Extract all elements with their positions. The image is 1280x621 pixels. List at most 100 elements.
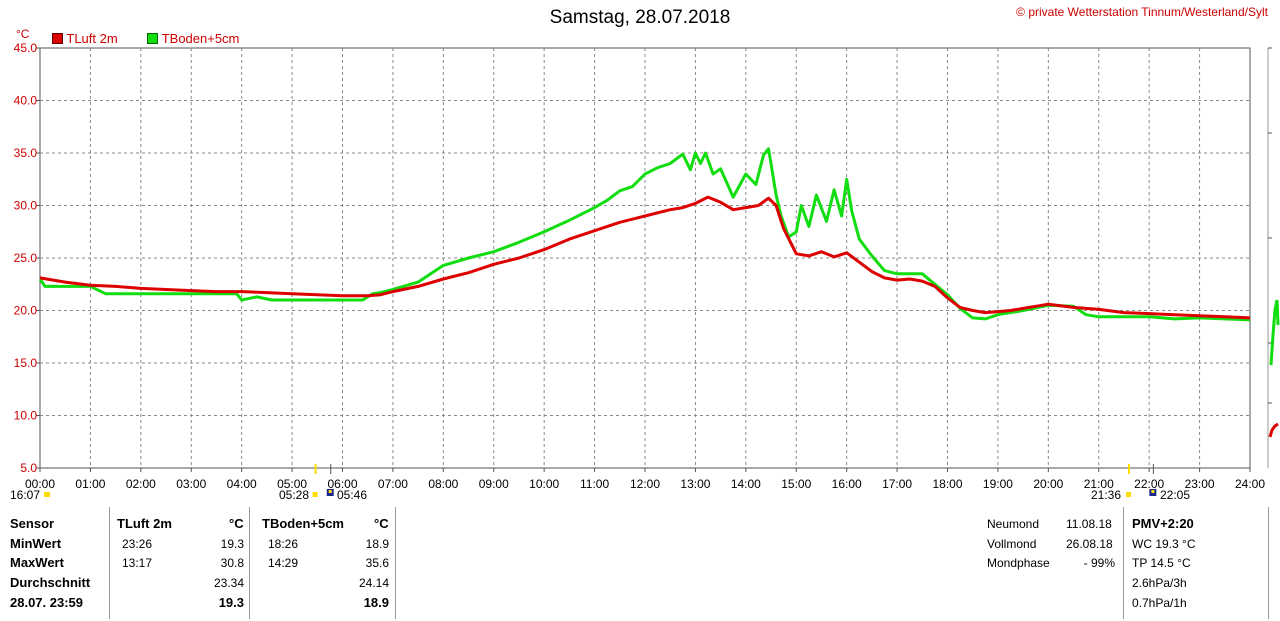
mini-line-tluft [1268,422,1279,438]
x-tick-label: 08:00 [428,477,458,491]
y-tick-label: 25.0 [14,251,38,265]
tluft-column [110,507,250,619]
moon-icon-glyph [1151,490,1155,493]
x-tick-label: 18:00 [932,477,962,491]
x-tick-label: 00:00 [25,477,55,491]
x-tick-label: 07:00 [378,477,408,491]
x-tick-label: 19:00 [983,477,1013,491]
y-tick-label: 40.0 [14,94,38,108]
x-tick-label: 16:00 [832,477,862,491]
tboden-header: TBoden+5cm [262,516,344,531]
avg-tluft-value: 23.34 [213,576,244,590]
x-tick-label: 04:00 [227,477,257,491]
pmv-pressure-3h: 2.6hPa/3h [1132,576,1187,590]
x-tick-label: 11:00 [580,477,609,491]
x-tick-label: 06:00 [327,477,357,491]
right-mini-graph [1267,47,1280,468]
current-label: 28.07. 23:59 [10,595,84,610]
moonrise-prev-time: 16:07 [10,488,41,502]
moonset-time: 05:46 [337,488,368,502]
moonrise-prev-icon [44,492,50,497]
avg-label: Durchschnitt [10,575,91,590]
current-tluft-value: 19.3 [218,595,244,610]
y-tick-labels: 5.0 10.0 15.0 20.0 25.0 30.0 35.0 40.0 45.0 [14,41,38,475]
y-tick-label: 10.0 [14,409,38,423]
legend-swatch-tluft [52,33,63,44]
temperature-chart: 5.0 10.0 15.0 20.0 25.0 30.0 35.0 40.0 45.0 00:0… [14,41,1280,497]
sun-icon [312,492,318,497]
legend-label-tluft: TLuft 2m [66,31,118,46]
mondphase-label: Mondphase [987,556,1050,570]
pmv-pressure-1h: 0.7hPa/1h [1132,596,1187,610]
x-tick-label: 02:00 [126,477,156,491]
max-tluft-time: 13:17 [122,556,153,570]
tluft-unit: °C [229,516,244,531]
chart-series [38,147,1251,322]
x-tick-label: 24:00 [1235,477,1265,491]
sun-moon-markers [44,464,1157,497]
min-tboden-value: 18.9 [365,537,389,551]
moon-icon-glyph [328,490,332,493]
sun-icon [1126,492,1131,497]
copyright-text: © private Wetterstation Tinnum/Westerlan… [1016,5,1268,19]
x-tick-label: 05:00 [277,477,307,491]
series-line-tboden [38,147,1251,322]
max-tboden-time: 14:29 [268,556,299,570]
sensor-column [0,507,110,619]
pmv-wc: WC 19.3 °C [1132,537,1196,551]
sunset-time: 21:36 [1091,488,1122,502]
vollmond-label: Vollmond [987,537,1037,551]
sunrise-time: 05:28 [279,488,310,502]
page-title: Samstag, 28.07.2018 [549,7,731,28]
avg-tboden-value: 24.14 [358,576,389,590]
x-tick-label: 22:00 [1134,477,1164,491]
x-tick-labels: 00:00 01:00 02:00 03:00 04:00 05:00 06:00 07:00… [25,477,1265,491]
tboden-column [250,507,396,619]
chart-grid [36,47,1251,472]
y-tick-label: 20.0 [14,304,38,318]
min-tboden-time: 18:26 [268,537,299,551]
x-tick-label: 17:00 [882,477,912,491]
pmv-column [1123,507,1124,619]
x-tick-label: 23:00 [1185,477,1215,491]
legend-swatch-tboden [147,33,159,44]
min-label: MinWert [10,536,62,551]
moonrise-time: 22:05 [1160,488,1191,502]
pmv-title: PMV+2:20 [1132,516,1194,531]
max-tboden-value: 35.6 [365,556,389,570]
tboden-unit: °C [374,516,389,531]
min-tluft-value: 19.3 [220,537,244,551]
mondphase-value: - 99% [1083,556,1115,570]
y-tick-label: 5.0 [20,461,37,475]
x-tick-label: 12:00 [630,477,660,491]
x-tick-label: 01:00 [75,477,105,491]
current-tboden-value: 18.9 [363,595,389,610]
sensor-header: Sensor [10,516,55,531]
x-tick-label: 14:00 [731,477,761,491]
x-tick-label: 13:00 [680,477,710,491]
x-tick-label: 15:00 [781,477,811,491]
mini-line-tboden [1269,299,1280,366]
y-tick-label: 45.0 [14,41,38,55]
y-tick-label: 15.0 [14,356,38,370]
y-axis-unit: °C [16,27,30,41]
legend-label-tboden: TBoden+5cm [161,31,240,46]
neumond-label: Neumond [987,517,1040,531]
x-tick-label: 03:00 [176,477,206,491]
x-tick-label: 21:00 [1084,477,1114,491]
y-tick-label: 35.0 [14,146,38,160]
y-tick-label: 30.0 [14,199,38,213]
max-tluft-value: 30.8 [220,556,244,570]
max-label: MaxWert [10,555,64,570]
tluft-header: TLuft 2m [117,516,172,531]
x-tick-label: 20:00 [1033,477,1063,491]
pmv-right-border [1268,507,1269,619]
x-tick-label: 09:00 [479,477,509,491]
x-tick-label: 10:00 [529,477,559,491]
vollmond-date: 26.08.18 [1066,537,1113,551]
neumond-date: 11.08.18 [1066,517,1112,531]
series-line-tluft [39,195,1251,320]
min-tluft-time: 23:26 [122,537,153,551]
legend: TLuft 2m TBoden+5cm [52,31,239,46]
pmv-tp: TP 14.5 °C [1132,556,1191,570]
